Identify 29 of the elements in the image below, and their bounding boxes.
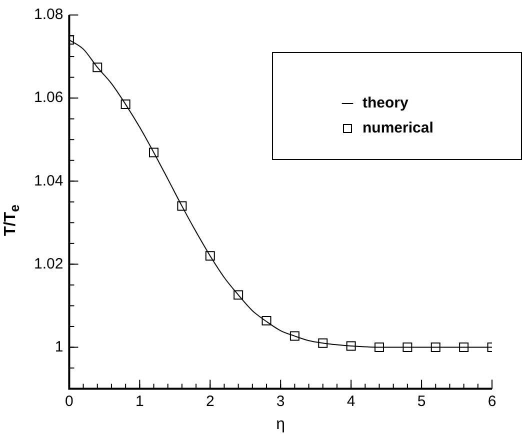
x-axis-title: η [276,416,286,433]
point [177,201,187,211]
x-tick-label: 6 [488,392,496,410]
point [374,342,384,352]
point [318,338,328,348]
x-tick-label: 2 [206,392,214,410]
legend-label: numerical [362,120,434,137]
point [262,316,272,326]
y-tick-label: 1.02 [34,255,64,272]
x-tick-label: 1 [135,392,144,410]
y-tick-label: 1.06 [34,89,64,106]
x-tick-label: 3 [276,392,285,410]
point [346,341,356,351]
point [234,290,244,300]
point [205,251,215,261]
point [290,331,300,341]
point [149,148,158,158]
x-tick-label: 4 [346,392,356,410]
y-tick-label: 1.08 [34,6,64,24]
point [120,100,130,110]
point [459,342,469,352]
y-tick-label: 1.04 [34,172,64,190]
x-tick-label: 0 [65,392,74,410]
x-tick-label: 5 [417,392,426,410]
legend-label: theory [362,94,409,112]
y-tick-label: 1 [54,338,64,356]
point [402,342,412,352]
point [430,342,440,352]
point [92,62,102,72]
